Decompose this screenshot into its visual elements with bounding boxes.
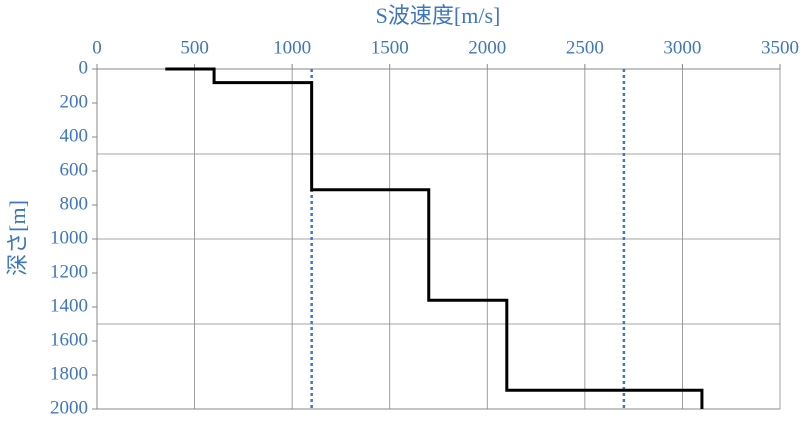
y-tick-label: 1600: [50, 329, 88, 350]
x-tick-label: 0: [92, 37, 102, 58]
x-tick-label: 3000: [663, 37, 701, 58]
y-tick-label: 800: [60, 193, 89, 214]
x-tick-label: 500: [180, 37, 209, 58]
x-tick-label: 3500: [761, 37, 799, 58]
y-tick-label: 1200: [50, 261, 88, 282]
y-tick-label: 1000: [50, 227, 88, 248]
y-tick-label: 0: [79, 57, 89, 78]
y-tick-label: 200: [60, 91, 89, 112]
y-tick-label: 1400: [50, 295, 88, 316]
y-axis-title: 深さ[m]: [5, 200, 30, 276]
profile-line: [165, 67, 704, 409]
x-tick-label: 2500: [566, 37, 604, 58]
y-tick-label: 1800: [50, 363, 88, 384]
y-tick-label: 600: [60, 159, 89, 180]
y-tick-label: 400: [60, 125, 89, 146]
x-tick-label: 2000: [468, 37, 506, 58]
y-tick-label: 2000: [50, 397, 88, 418]
x-axis-title: S波速度[m/s]: [376, 3, 501, 28]
x-tick-label: 1500: [371, 37, 409, 58]
x-tick-label: 1000: [273, 37, 311, 58]
